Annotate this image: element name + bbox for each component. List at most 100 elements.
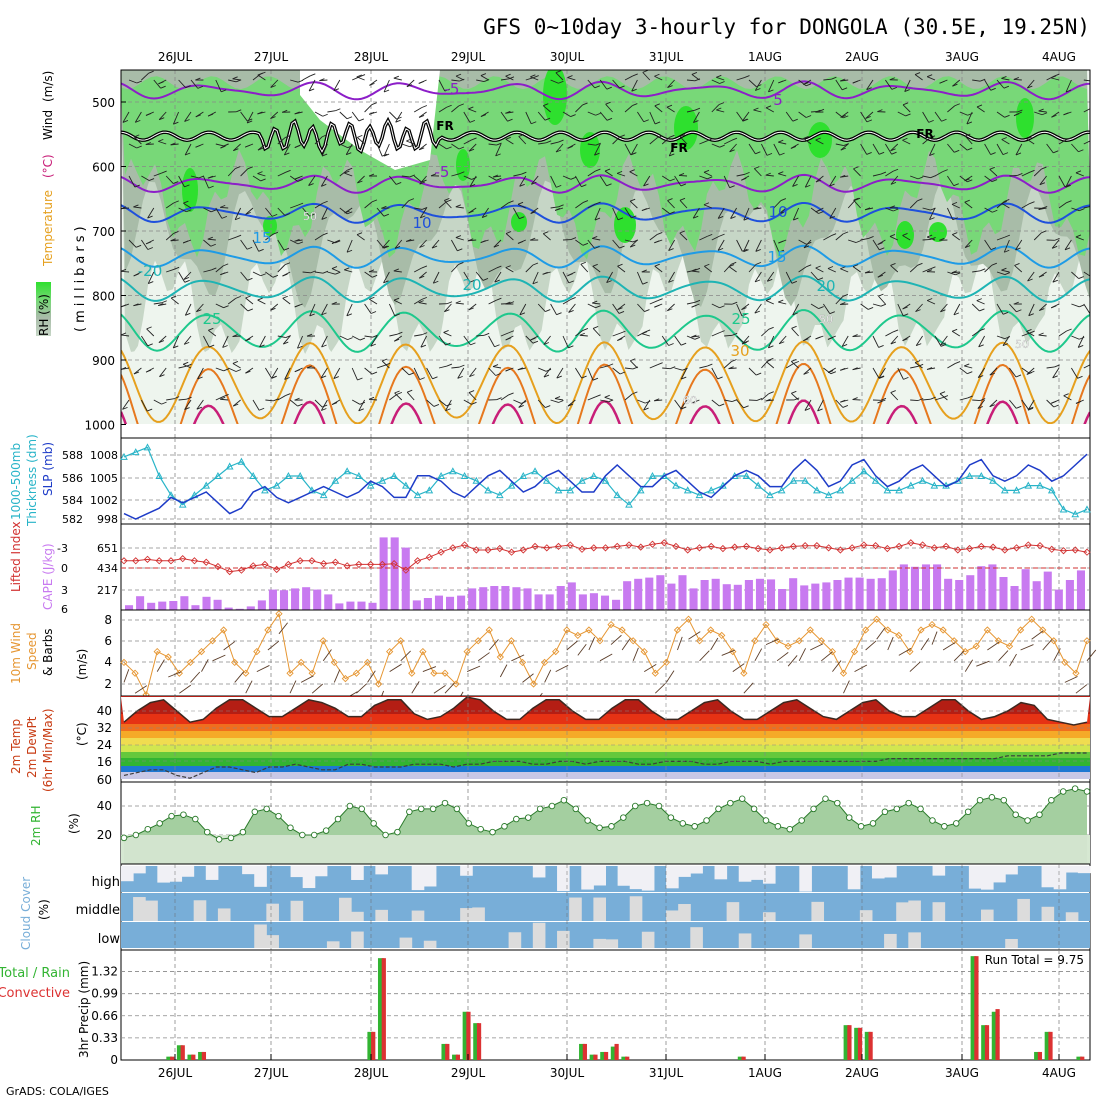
wind10m-point bbox=[397, 637, 405, 645]
wind-barb-flag bbox=[234, 217, 241, 221]
lifted-index-point bbox=[672, 542, 680, 551]
cloud-gap-cell bbox=[569, 897, 582, 921]
wind-barb-flag bbox=[480, 73, 487, 76]
wind10m-point bbox=[707, 626, 715, 634]
lifted-index-point bbox=[378, 560, 387, 569]
wind-barb-flag bbox=[991, 179, 998, 183]
wind-barb-flag bbox=[147, 408, 153, 412]
rh2m-point bbox=[952, 820, 960, 827]
wind-barb-flag bbox=[841, 87, 848, 91]
cape-bar bbox=[235, 608, 244, 610]
wind-barb bbox=[228, 236, 237, 241]
wind-barb-flag bbox=[322, 404, 328, 408]
wind-barb bbox=[890, 392, 899, 401]
lifted-index-point bbox=[1024, 541, 1032, 549]
rh2m-point bbox=[334, 815, 342, 823]
wind-barb bbox=[768, 79, 775, 93]
wind10m-barb bbox=[1042, 639, 1053, 651]
wind-barb bbox=[754, 271, 762, 283]
wind-barb bbox=[172, 111, 180, 125]
wind-barb-flag bbox=[1050, 75, 1057, 79]
cape-bar bbox=[457, 595, 466, 610]
wind10m-barb bbox=[245, 680, 253, 694]
wind-barb-flag bbox=[431, 245, 438, 249]
cape-bar bbox=[379, 537, 388, 610]
wind-barb bbox=[500, 111, 508, 122]
wind-barb bbox=[314, 111, 323, 117]
wind-barb-flag bbox=[530, 337, 536, 341]
wind-barb-flag bbox=[719, 144, 725, 148]
lifted-index-point bbox=[202, 558, 210, 566]
wind-barb bbox=[798, 239, 807, 245]
lifted-index-point bbox=[366, 560, 375, 569]
wind-barb bbox=[463, 111, 471, 123]
wind-barb bbox=[567, 399, 576, 407]
cloud-gap-cell bbox=[472, 907, 485, 921]
wind-barb-flag bbox=[941, 118, 947, 122]
wind-barb bbox=[277, 137, 286, 145]
wind-barb bbox=[637, 303, 645, 312]
rh2m-point bbox=[727, 799, 734, 807]
wind-barb-flag bbox=[1038, 274, 1045, 278]
wind-barb-flag bbox=[135, 244, 142, 248]
rh2m-point bbox=[251, 808, 259, 816]
wind-barb bbox=[406, 391, 415, 401]
wind-barb bbox=[277, 395, 286, 401]
wind10m-barb bbox=[168, 671, 182, 678]
wind10m-barb bbox=[566, 640, 578, 651]
wind-barb bbox=[133, 206, 142, 209]
wind-barb-flag bbox=[558, 80, 564, 84]
wind-barb-flag bbox=[505, 265, 511, 269]
wind-barb-flag bbox=[667, 198, 673, 201]
thickness-point bbox=[1071, 510, 1080, 518]
wind-barb bbox=[1038, 334, 1047, 337]
wind-barb bbox=[996, 335, 1006, 340]
precip-total-bar bbox=[1044, 1031, 1051, 1060]
wind-barb-flag bbox=[617, 217, 624, 221]
wind-barb-flag bbox=[233, 403, 239, 407]
wind10m-barb bbox=[389, 663, 402, 672]
cape-bar bbox=[257, 600, 266, 610]
wind-barb-flag bbox=[136, 80, 143, 84]
wind-barb-flag bbox=[468, 307, 474, 311]
wind-barb-flag bbox=[531, 121, 537, 125]
rh2m-point bbox=[917, 805, 924, 813]
cloud-gap-cell bbox=[557, 866, 570, 892]
wind-barb bbox=[468, 143, 477, 152]
wind-barb-flag bbox=[928, 119, 934, 123]
cape-bar bbox=[180, 596, 189, 610]
wind-barb-flag bbox=[657, 232, 663, 235]
wind-barb-flag bbox=[790, 146, 797, 149]
wind-barb-flag bbox=[480, 240, 486, 243]
wind-barb bbox=[604, 170, 613, 177]
wind-barb-flag bbox=[331, 402, 338, 405]
chart-title: GFS 0~10day 3-hourly for DONGOLA (30.5E,… bbox=[483, 15, 1090, 39]
lifted-index-point bbox=[766, 546, 774, 554]
wind-barb bbox=[785, 111, 794, 122]
wind-barb bbox=[736, 173, 745, 177]
wind-barb-flag bbox=[989, 404, 995, 408]
wind-barb bbox=[922, 175, 931, 179]
wind10m-barb bbox=[644, 664, 657, 672]
wind-barb bbox=[761, 328, 769, 337]
wind10m-barb bbox=[289, 680, 297, 694]
wind-barb bbox=[947, 175, 955, 186]
precip-convective-bar bbox=[603, 1051, 609, 1060]
wind-barb-flag bbox=[989, 372, 996, 376]
thickness-point bbox=[472, 476, 481, 484]
wind-barb bbox=[915, 335, 923, 346]
wind-barb bbox=[629, 239, 638, 248]
wind-barb-flag bbox=[719, 330, 725, 334]
wind-barb-flag bbox=[383, 89, 390, 93]
wind10m-barb bbox=[754, 648, 763, 662]
wind-barb bbox=[803, 367, 812, 375]
wind-barb-flag bbox=[284, 262, 291, 266]
wind-barb-flag bbox=[1065, 89, 1072, 93]
wind-barb-flag bbox=[133, 273, 139, 277]
wind-barb-flag bbox=[357, 377, 363, 381]
wind-barb-flag bbox=[406, 138, 412, 142]
wind-barb bbox=[1052, 367, 1060, 379]
cape-bar bbox=[434, 595, 443, 610]
wind-barb-flag bbox=[616, 170, 623, 174]
wind10m-barb bbox=[333, 669, 341, 683]
